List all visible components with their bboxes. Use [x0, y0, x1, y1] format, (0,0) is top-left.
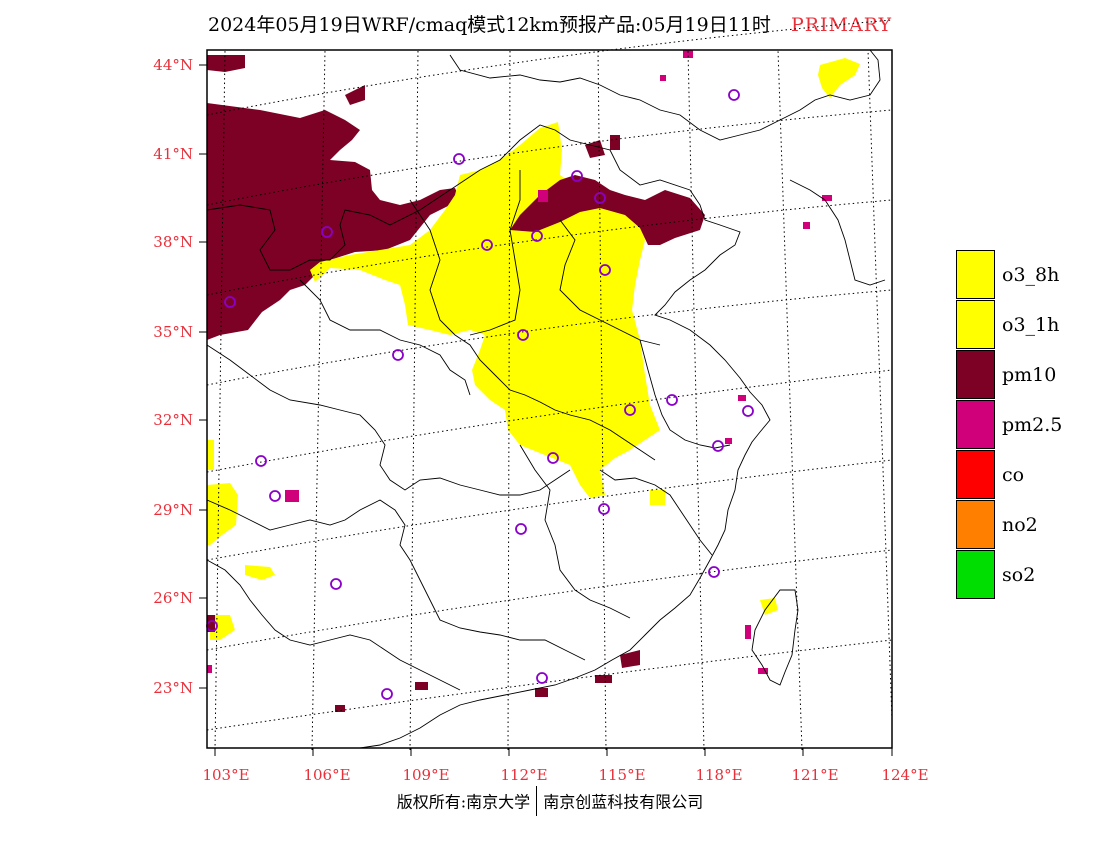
legend-label-so2: so2 [1002, 564, 1036, 586]
copyright-right: 南京创蓝科技有限公司 [543, 792, 704, 812]
latitude-labels: 44°N 41°N 38°N 35°N 32°N 29°N 26°N 23°N [153, 56, 193, 697]
o3-region-central [207, 58, 860, 640]
lon-label-109: 109°E [402, 766, 449, 784]
lat-label-26: 26°N [153, 589, 193, 607]
legend-swatch-o3-8h [956, 250, 995, 299]
station-markers [206, 89, 754, 700]
legend-label-o3-1h: o3_1h [1002, 314, 1060, 336]
legend-label-pm25: pm2.5 [1002, 414, 1063, 436]
map-frame [206, 49, 893, 749]
legend-swatch-o3-1h [956, 300, 995, 349]
tick-marks [199, 64, 893, 756]
footer-divider [536, 786, 538, 816]
legend-swatch-pm25 [956, 400, 995, 449]
legend-label-no2: no2 [1002, 514, 1038, 536]
lat-label-44: 44°N [153, 56, 193, 74]
lon-label-118: 118°E [695, 766, 742, 784]
pm10-region-north-band [207, 135, 705, 712]
copyright-left: 版权所有:南京大学 [396, 792, 531, 812]
lon-label-106: 106°E [303, 766, 350, 784]
map-title: 2024年05月19日WRF/cmaq模式12km预报产品:05月19日11时 … [0, 10, 1100, 37]
lat-label-23: 23°N [153, 679, 193, 697]
lon-label-112: 112°E [500, 766, 547, 784]
legend-label-o3-8h: o3_8h [1002, 264, 1060, 286]
lon-label-121: 121°E [791, 766, 838, 784]
legend-label-pm10: pm10 [1002, 364, 1057, 386]
legend-swatch-pm10 [956, 350, 995, 399]
pm10-region-northwest [207, 55, 460, 340]
lat-label-41: 41°N [153, 145, 193, 163]
lat-label-38: 38°N [153, 233, 193, 251]
boundaries [206, 49, 886, 749]
legend-label-co: co [1002, 464, 1025, 486]
title-main: 2024年05月19日WRF/cmaq模式12km预报产品:05月19日11时 [207, 14, 771, 36]
copyright-footer: 版权所有:南京大学 南京创蓝科技有限公司 [0, 786, 1100, 818]
lon-label-103: 103°E [202, 766, 249, 784]
legend-swatch-so2 [956, 550, 995, 599]
longitude-labels: 103°E 106°E 109°E 112°E 115°E 118°E 121°… [202, 766, 928, 784]
legend-swatch-no2 [956, 500, 995, 549]
title-primary-tag: PRIMARY [790, 14, 892, 36]
lon-label-124: 124°E [881, 766, 928, 784]
pm25-spots [207, 50, 832, 674]
lat-label-29: 29°N [153, 501, 193, 519]
lat-label-32: 32°N [153, 411, 193, 429]
legend-swatch-co [956, 450, 995, 499]
lat-label-35: 35°N [153, 323, 193, 341]
lon-label-115: 115°E [598, 766, 645, 784]
